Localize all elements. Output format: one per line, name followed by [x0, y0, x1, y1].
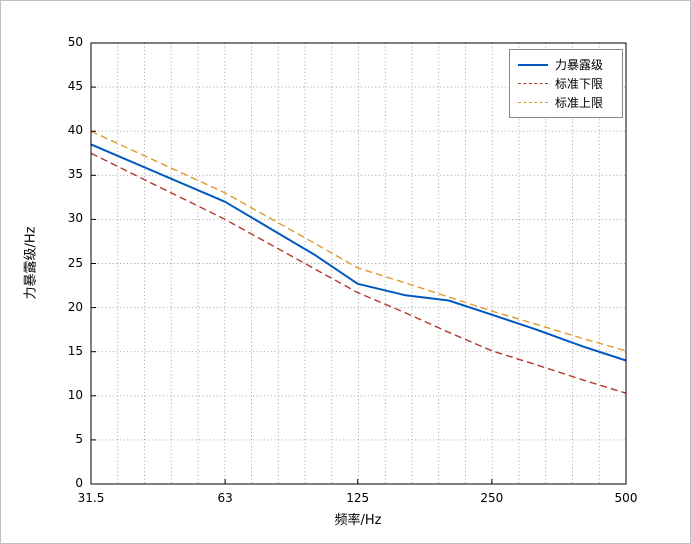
y-tick-label: 25: [67, 255, 83, 270]
x-tick-label: 500: [614, 491, 638, 505]
legend-entry-label: 标准上限: [555, 96, 604, 110]
y-axis-label: 力暴露级/Hz: [23, 226, 39, 300]
y-tick-label: 35: [67, 167, 83, 182]
x-tick-label: 31.5: [77, 491, 105, 505]
y-tick-label: 15: [67, 343, 83, 358]
x-tick-label: 250: [480, 491, 504, 505]
legend-entry: 力暴露级: [518, 55, 614, 74]
series-line: [90, 130, 627, 352]
y-tick-label: 10: [67, 387, 83, 402]
x-tick-label: 125: [346, 491, 370, 505]
y-tick-label: 30: [67, 211, 83, 226]
legend-entry: 标准上限: [518, 93, 614, 112]
legend: 力暴露级标准下限标准上限: [509, 49, 623, 118]
series-line: [90, 152, 627, 394]
y-tick-label: 40: [67, 123, 83, 138]
legend-entry-label: 标准下限: [555, 77, 604, 91]
y-tick-label: 50: [67, 35, 83, 49]
x-tick-label: 63: [217, 491, 233, 505]
y-tick-label: 20: [67, 299, 83, 314]
legend-entry: 标准下限: [518, 74, 614, 93]
y-tick-label: 0: [75, 476, 83, 490]
y-tick-label: 5: [75, 431, 83, 446]
x-axis-label: 频率/Hz: [334, 513, 382, 528]
legend-entry-label: 力暴露级: [555, 58, 604, 72]
legend-line-sample: [518, 63, 548, 66]
legend-line-sample: [518, 102, 548, 103]
y-tick-label: 45: [67, 79, 83, 94]
legend-line-sample: [518, 83, 548, 84]
series-line: [90, 143, 627, 362]
